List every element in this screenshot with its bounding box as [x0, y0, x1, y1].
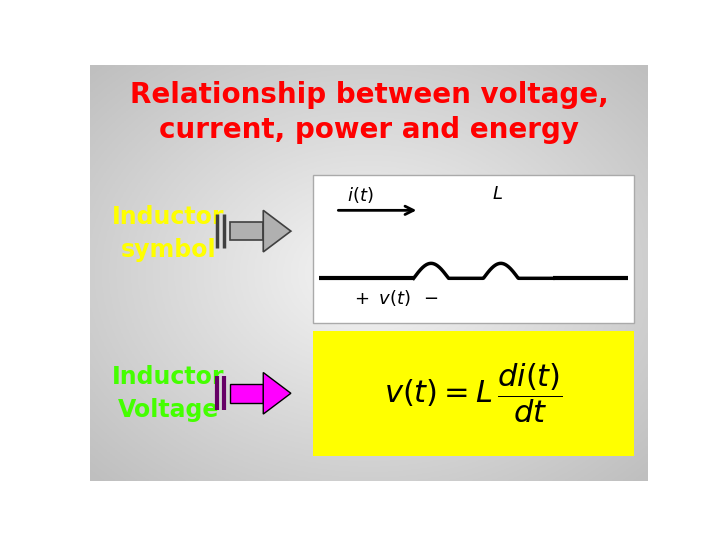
Bar [230, 222, 264, 240]
Text: Inductor: Inductor [112, 205, 225, 228]
Text: Relationship between voltage,
current, power and energy: Relationship between voltage, current, p… [130, 82, 608, 144]
Text: $L$: $L$ [492, 185, 503, 204]
Text: $i(t)$: $i(t)$ [347, 185, 373, 205]
Text: symbol: symbol [120, 238, 216, 262]
Text: Inductor: Inductor [112, 364, 225, 389]
Bar [313, 175, 634, 322]
Text: $+ \;\; v(t) \;\; -$: $+ \;\; v(t) \;\; -$ [354, 288, 439, 308]
Polygon shape [264, 373, 291, 414]
Text: Voltage: Voltage [117, 398, 219, 422]
Text: $v(t) = L\,\dfrac{di(t)}{dt}$: $v(t) = L\,\dfrac{di(t)}{dt}$ [384, 361, 563, 425]
Bar [313, 331, 634, 456]
Bar [230, 384, 264, 403]
Polygon shape [264, 210, 291, 252]
